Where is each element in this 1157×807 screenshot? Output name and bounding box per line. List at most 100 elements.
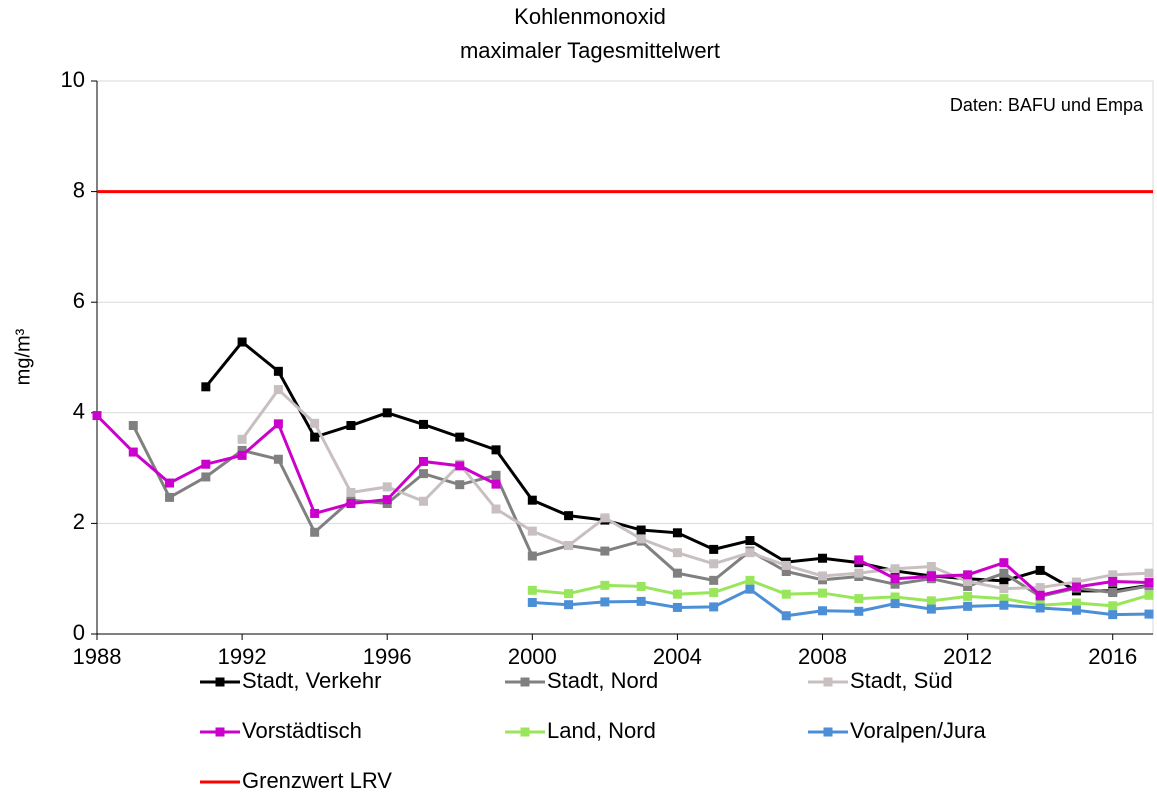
marker xyxy=(1144,609,1154,619)
marker xyxy=(310,508,320,518)
marker xyxy=(418,419,428,429)
x-tick-label: 1988 xyxy=(73,644,122,669)
marker xyxy=(926,604,936,614)
marker xyxy=(201,459,211,469)
legend-label: Voralpen/Jura xyxy=(850,718,987,743)
marker xyxy=(672,568,682,578)
marker xyxy=(963,581,973,591)
series-line xyxy=(532,587,1150,618)
annotation: Daten: BAFU und Empa xyxy=(950,95,1144,115)
marker xyxy=(926,571,936,581)
marker xyxy=(491,479,501,489)
series-line xyxy=(131,424,1150,598)
legend-label: Stadt, Verkehr xyxy=(242,668,381,693)
marker xyxy=(745,575,755,585)
y-tick-label: 10 xyxy=(61,67,85,92)
marker xyxy=(237,445,247,455)
marker xyxy=(491,504,501,514)
plot-frame xyxy=(96,80,1154,635)
x-tick-label: 2016 xyxy=(1088,644,1137,669)
marker xyxy=(237,434,247,444)
legend-marker xyxy=(520,677,530,687)
legend-marker xyxy=(823,727,833,737)
marker xyxy=(201,472,211,482)
y-tick-label: 4 xyxy=(73,399,85,424)
marker xyxy=(963,591,973,601)
marker xyxy=(1108,610,1118,620)
x-tick-label: 2008 xyxy=(798,644,847,669)
marker xyxy=(310,432,320,442)
marker xyxy=(1035,565,1045,575)
marker xyxy=(418,469,428,479)
y-tick-label: 0 xyxy=(73,620,85,645)
legend-marker xyxy=(823,677,833,687)
marker xyxy=(1144,578,1154,588)
x-tick-label: 2000 xyxy=(508,644,557,669)
legend-marker xyxy=(520,727,530,737)
marker xyxy=(854,594,864,604)
marker xyxy=(455,432,465,442)
marker xyxy=(273,454,283,464)
marker xyxy=(201,382,211,392)
marker xyxy=(346,487,356,497)
marker xyxy=(1071,605,1081,615)
marker xyxy=(491,470,501,480)
marker xyxy=(999,600,1009,610)
marker xyxy=(890,574,900,584)
marker xyxy=(890,579,900,589)
marker xyxy=(527,551,537,561)
marker xyxy=(346,498,356,508)
marker xyxy=(672,528,682,538)
marker xyxy=(999,594,1009,604)
marker xyxy=(854,568,864,578)
marker xyxy=(781,567,791,577)
legend-label: Stadt, Nord xyxy=(547,668,658,693)
marker xyxy=(818,606,828,616)
marker xyxy=(165,478,175,488)
series-line xyxy=(95,414,1150,597)
marker xyxy=(564,541,574,551)
marker xyxy=(1035,590,1045,600)
marker xyxy=(527,585,537,595)
marker xyxy=(491,445,501,455)
marker xyxy=(999,568,1009,578)
marker xyxy=(745,548,755,558)
marker xyxy=(709,544,719,554)
x-tick-label: 1992 xyxy=(218,644,267,669)
marker xyxy=(273,366,283,376)
marker xyxy=(600,546,610,556)
series-line xyxy=(532,578,1150,608)
marker xyxy=(1071,598,1081,608)
marker xyxy=(1144,568,1154,578)
marker xyxy=(636,581,646,591)
marker xyxy=(564,589,574,599)
marker xyxy=(818,553,828,563)
marker xyxy=(636,525,646,535)
marker xyxy=(672,548,682,558)
marker xyxy=(165,492,175,502)
marker xyxy=(564,600,574,610)
marker xyxy=(455,480,465,490)
marker xyxy=(418,496,428,506)
marker xyxy=(745,536,755,546)
marker xyxy=(1035,603,1045,613)
chart-title: Kohlenmonoxid xyxy=(514,4,666,29)
y-tick-label: 2 xyxy=(73,509,85,534)
marker xyxy=(564,511,574,521)
marker xyxy=(600,597,610,607)
legend-label: Land, Nord xyxy=(547,718,656,743)
marker xyxy=(818,571,828,581)
y-axis-label: mg/m³ xyxy=(12,328,34,385)
x-tick-label: 2012 xyxy=(943,644,992,669)
marker xyxy=(382,482,392,492)
marker xyxy=(963,576,973,586)
marker xyxy=(310,527,320,537)
y-tick-label: 8 xyxy=(73,177,85,202)
marker xyxy=(418,456,428,466)
marker xyxy=(1144,590,1154,600)
marker xyxy=(854,555,864,565)
marker xyxy=(1108,601,1118,611)
marker xyxy=(745,584,755,594)
marker xyxy=(1108,576,1118,586)
